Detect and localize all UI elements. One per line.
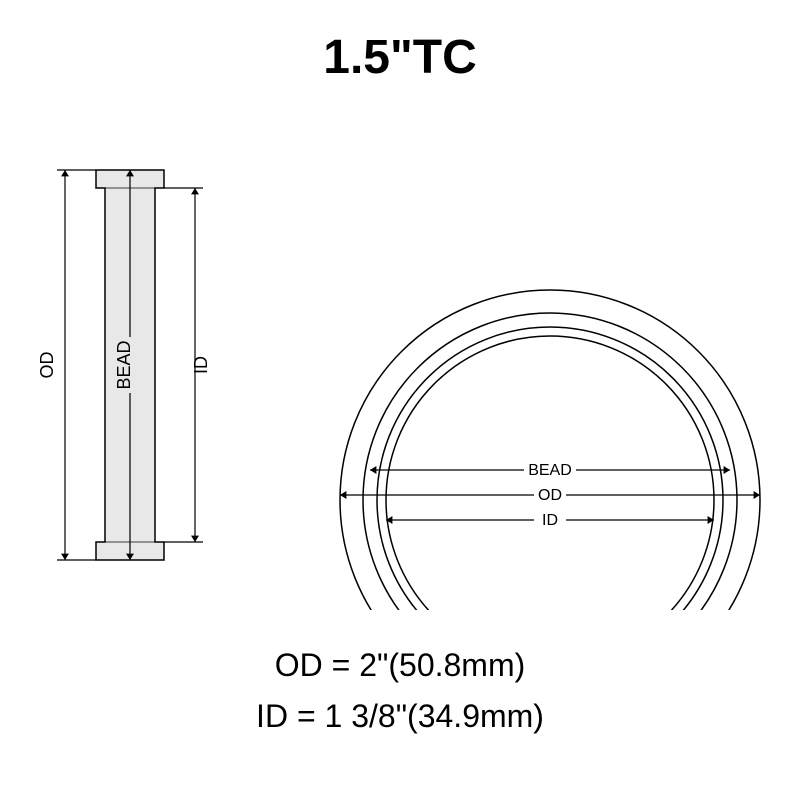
- diagram-title: 1.5"TC: [0, 30, 800, 85]
- spec-block: OD = 2"(50.8mm) ID = 1 3/8"(34.9mm): [0, 640, 800, 742]
- spec-id: ID = 1 3/8"(34.9mm): [0, 691, 800, 742]
- svg-text:BEAD: BEAD: [114, 340, 134, 389]
- top-view: BEAD OD ID: [340, 290, 760, 610]
- side-view: OD BEAD ID: [37, 170, 211, 560]
- diagram-svg: OD BEAD ID BEAD OD ID: [0, 130, 800, 610]
- svg-text:OD: OD: [37, 351, 57, 378]
- page: 1.5"TC OD BEAD ID BEAD OD ID OD = 2"(50.8mm)…: [0, 0, 800, 800]
- svg-text:OD: OD: [538, 487, 562, 504]
- svg-text:ID: ID: [542, 512, 558, 529]
- diagram-area: OD BEAD ID BEAD OD ID: [0, 130, 800, 610]
- spec-od: OD = 2"(50.8mm): [0, 640, 800, 691]
- svg-text:ID: ID: [191, 356, 211, 374]
- svg-text:BEAD: BEAD: [528, 462, 572, 479]
